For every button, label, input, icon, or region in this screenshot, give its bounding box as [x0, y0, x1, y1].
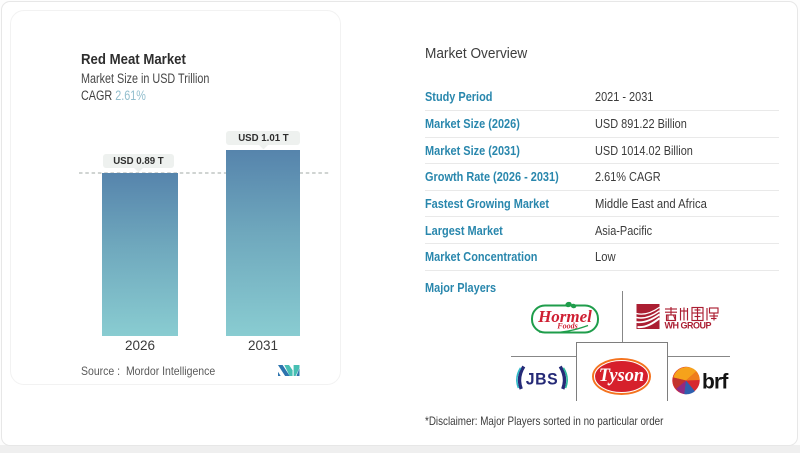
- svg-text:Hormel: Hormel: [537, 307, 592, 326]
- svg-text:brf: brf: [702, 371, 729, 394]
- svg-text:Tyson: Tyson: [599, 365, 644, 386]
- svg-text:JBS: JBS: [526, 370, 558, 389]
- svg-text:Foods: Foods: [556, 322, 577, 331]
- svg-text:WH GROUP: WH GROUP: [665, 321, 712, 331]
